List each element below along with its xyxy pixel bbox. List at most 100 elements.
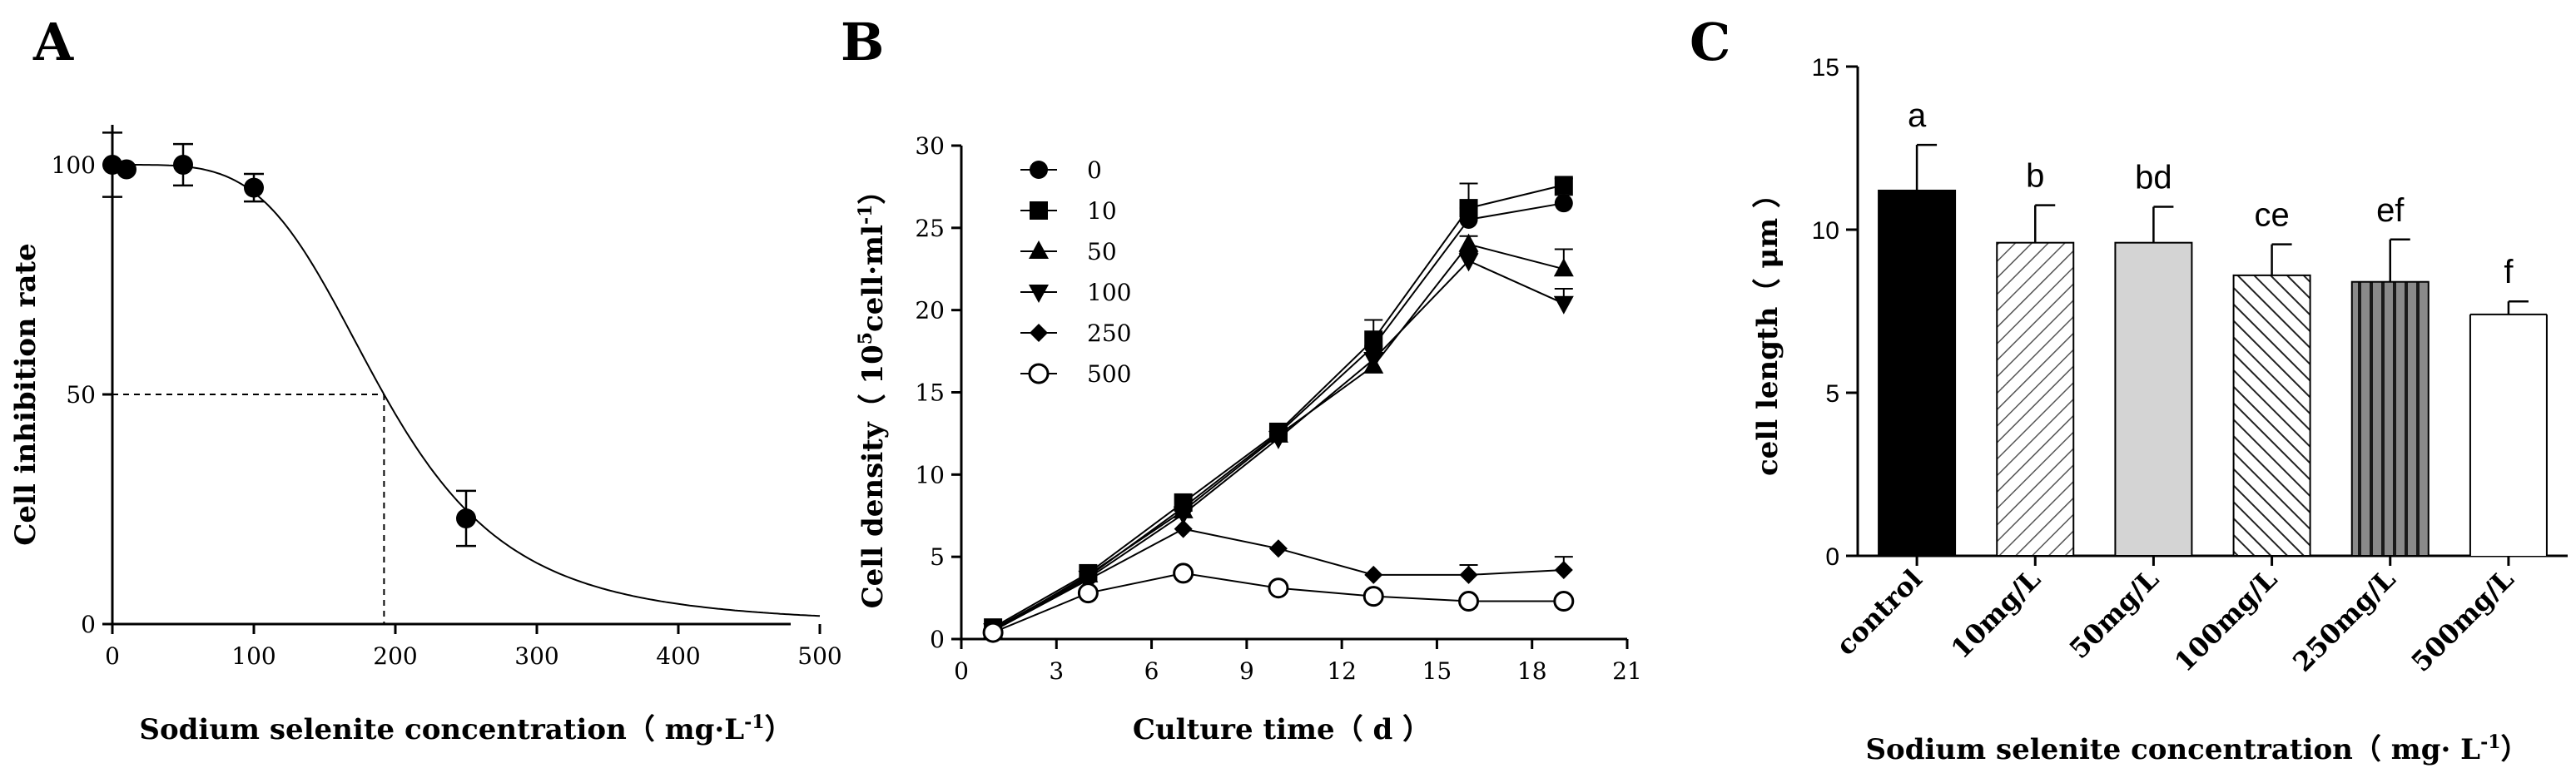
data-point-250 (1554, 560, 1573, 579)
data-point-50 (1458, 233, 1479, 252)
y-tick-label-b: 25 (915, 215, 945, 242)
bar-10mg/L (1996, 241, 2075, 557)
x-axis-title-b: Culture time（ d ） (1133, 713, 1431, 746)
bar-100mg/L (2232, 274, 2311, 557)
data-point-100 (1553, 295, 1574, 315)
panel-c-chart: 0 5 10 15 a control b 10mg/L bd 50mg/L ce 100mg/L ef… (1751, 54, 2568, 766)
data-point-a (244, 177, 264, 198)
x-tick-label-b: 6 (1144, 657, 1159, 685)
legend-marker-50 (1029, 240, 1049, 259)
category-label-50mg/L: 50mg/L (2063, 563, 2165, 665)
data-point-a (117, 159, 136, 180)
series-line-0 (992, 202, 1564, 630)
legend-label-10: 10 (1087, 197, 1117, 225)
panel-letter-a: A (32, 12, 74, 72)
x-tick-label-b: 15 (1422, 657, 1452, 685)
legend-label-100: 100 (1087, 279, 1131, 306)
series-500 (982, 562, 1575, 643)
data-point-100 (1268, 430, 1288, 449)
data-point-500 (1077, 582, 1099, 604)
data-point-500 (1553, 591, 1575, 612)
data-point-500 (1268, 577, 1289, 599)
series-10 (984, 176, 1573, 637)
y-tick-label-a: 50 (66, 381, 96, 409)
y-tick-label-c: 15 (1812, 54, 1839, 82)
data-point-10 (1554, 176, 1573, 195)
data-point-100 (1363, 351, 1384, 370)
legend-label-0: 0 (1087, 156, 1102, 184)
legend-marker-10 (1030, 201, 1048, 220)
data-point-50 (1553, 258, 1574, 277)
y-tick-label-b: 5 (930, 543, 945, 571)
legend-b: 0 10 50 100 250 500 (1020, 156, 1131, 388)
category-label-10mg/L: 10mg/L (1945, 563, 2047, 665)
y-tick-label-c: 10 (1812, 217, 1839, 245)
data-point-250 (1268, 539, 1288, 558)
bar-500mg/L (2469, 314, 2547, 556)
significance-letter-a: a (1908, 97, 1927, 134)
x-tick-label-a: 100 (231, 642, 275, 670)
data-point-a (173, 155, 193, 175)
y-axis-title-b: Cell density（ 105cell·ml-1） (855, 176, 890, 609)
data-point-0 (1554, 194, 1573, 213)
legend-marker-250 (1030, 324, 1048, 342)
legend-marker-500 (1028, 363, 1050, 384)
y-tick-label-b: 30 (915, 132, 945, 160)
y-tick-label-c: 0 (1825, 543, 1839, 571)
significance-letter-ef: ef (2376, 192, 2405, 229)
fit-curve-a (112, 164, 821, 617)
bar-50mg/L (2114, 241, 2193, 557)
x-axis-title-a: Sodium selenite concentration（ mg·L-1） (139, 711, 792, 746)
significance-letter-f: f (2504, 254, 2514, 290)
x-tick-label-b: 18 (1517, 657, 1547, 685)
category-label-500mg/L: 500mg/L (2405, 563, 2520, 678)
category-label-250mg/L: 250mg/L (2286, 563, 2401, 678)
x-tick-label-a: 200 (373, 642, 417, 670)
significance-letter-bd: bd (2135, 160, 2172, 196)
x-tick-label-a: 500 (797, 642, 841, 670)
y-tick-label-a: 100 (52, 151, 96, 179)
data-point-a (456, 508, 476, 529)
data-point-100 (1458, 253, 1479, 272)
data-point-500 (1173, 562, 1194, 584)
significance-letter-b: b (2026, 158, 2044, 195)
data-point-250 (1459, 565, 1478, 584)
data-point-500 (982, 622, 1004, 643)
x-axis-title-c: Sodium selenite concentration（ mg· L-1） (1865, 731, 2529, 766)
y-tick-label-b: 10 (915, 461, 945, 488)
data-point-250 (1174, 519, 1193, 538)
bar-control (1878, 189, 1957, 558)
legend-marker-0 (1030, 161, 1048, 179)
x-tick-label-a: 400 (656, 642, 700, 670)
y-axis-title-c: cell length（ μm ） (1751, 180, 1784, 476)
data-point-10 (1364, 330, 1383, 349)
legend-marker-100 (1029, 285, 1049, 303)
legend-label-50: 50 (1087, 238, 1117, 265)
x-tick-label-b: 21 (1612, 657, 1642, 685)
x-tick-label-b: 0 (954, 657, 969, 685)
data-point-100 (1173, 506, 1194, 525)
y-tick-label-c: 5 (1825, 380, 1839, 408)
y-axis-title-a: Cell inhibition rate (9, 243, 42, 545)
category-label-100mg/L: 100mg/L (2168, 563, 2283, 678)
data-point-500 (1362, 586, 1384, 607)
data-point-500 (1458, 591, 1480, 612)
x-tick-label-a: 0 (105, 642, 120, 670)
significance-letter-ce: ce (2254, 197, 2289, 234)
x-tick-label-b: 9 (1239, 657, 1254, 685)
x-tick-label-b: 12 (1327, 657, 1357, 685)
y-tick-label-b: 0 (930, 626, 945, 653)
legend-label-250: 250 (1087, 320, 1131, 347)
y-tick-label-b: 20 (915, 297, 945, 325)
legend-label-500: 500 (1087, 360, 1131, 388)
panel-b-chart: 0 5 10 15 20 25 30 0 3 6 9 12 15 18 21 0 10 50 100 250 500 Ce… (855, 132, 1642, 746)
panel-a-chart: 0 50 100 0 100 200 300 400 500 Cell inhibition ra… (9, 125, 842, 746)
x-tick-label-a: 300 (514, 642, 558, 670)
panel-letter-c: C (1690, 12, 1730, 72)
y-tick-label-b: 15 (915, 379, 945, 407)
category-label-control: control (1829, 563, 1928, 662)
data-point-10 (1459, 199, 1478, 218)
y-tick-label-a: 0 (81, 611, 96, 638)
bar-250mg/L (2350, 280, 2430, 557)
